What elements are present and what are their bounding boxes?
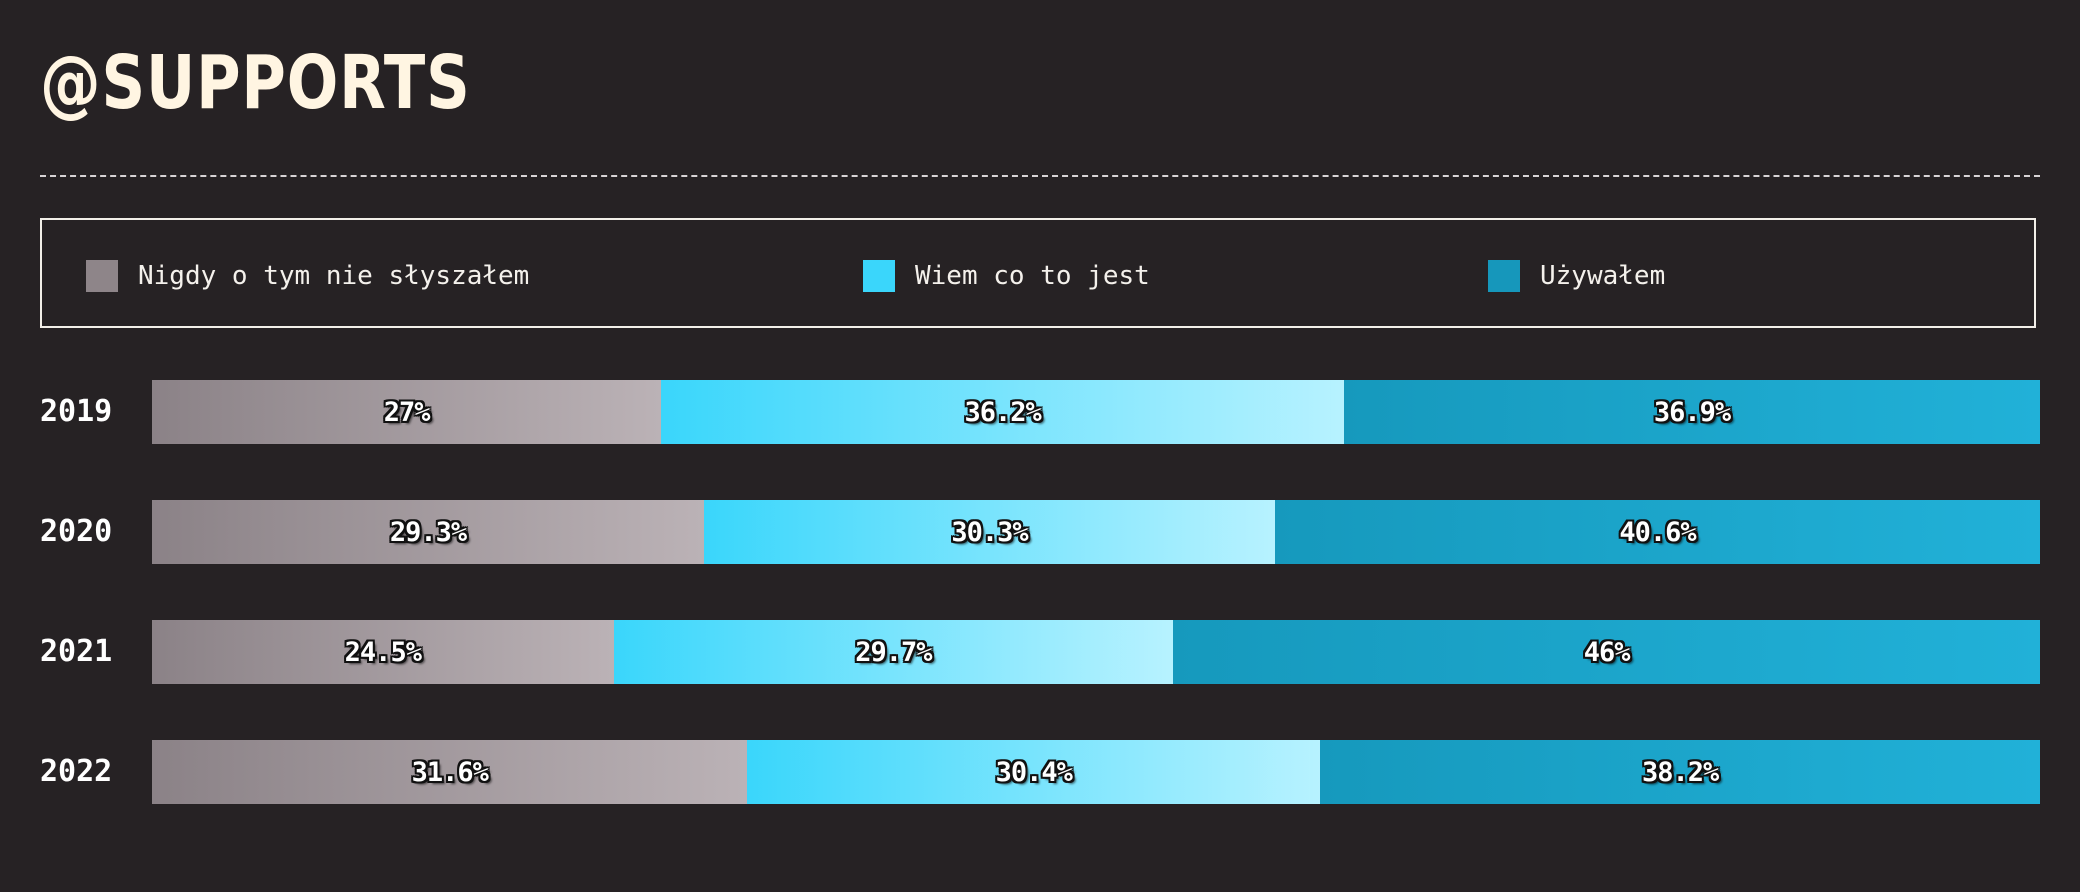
bar-segment-know-2019: 36.2%	[661, 380, 1345, 444]
bar-row-2022: 31.6% 30.4% 38.2%	[152, 740, 2040, 804]
bar-segment-never-2022: 31.6%	[152, 740, 748, 804]
data-label-know-2019: 36.2%	[964, 396, 1041, 428]
bar-row-2021: 24.5% 29.7% 46%	[152, 620, 2040, 684]
bar-segment-never-2020: 29.3%	[152, 500, 705, 564]
row-label-2020: 2020	[40, 514, 113, 549]
data-label-never-2020: 29.3%	[389, 516, 467, 548]
bar-segment-know-2021: 29.7%	[613, 620, 1174, 684]
bar-segment-never-2019: 27%	[152, 380, 662, 444]
data-label-used-2022: 38.2%	[1641, 756, 1719, 788]
data-label-never-2019: 27%	[383, 396, 431, 428]
dashed-divider	[40, 175, 2040, 177]
legend-item-never: Nigdy o tym nie słyszałem	[86, 260, 529, 292]
legend-label-never: Nigdy o tym nie słyszałem	[138, 261, 530, 291]
bar-row-2020: 29.3% 30.3% 40.6%	[152, 500, 2040, 564]
data-label-used-2019: 36.9%	[1653, 396, 1731, 428]
bar-segment-know-2022: 30.4%	[747, 740, 1321, 804]
bar-segment-know-2020: 30.3%	[704, 500, 1275, 564]
row-label-2022: 2022	[40, 754, 113, 789]
legend: Nigdy o tym nie słyszałem Wiem co to jes…	[40, 218, 2036, 328]
bar-segment-used-2021: 46%	[1173, 620, 2040, 684]
bar-segment-used-2020: 40.6%	[1275, 500, 2040, 564]
bar-segment-used-2019: 36.9%	[1344, 380, 2040, 444]
legend-label-used: Używałem	[1540, 261, 1666, 291]
legend-label-know: Wiem co to jest	[915, 261, 1150, 291]
legend-swatch-used	[1488, 260, 1520, 292]
data-label-know-2022: 30.4%	[995, 756, 1073, 788]
row-label-2021: 2021	[40, 634, 113, 669]
chart-title: @SUPPORTS	[40, 40, 471, 126]
data-label-never-2022: 31.6%	[411, 756, 489, 788]
bar-segment-used-2022: 38.2%	[1320, 740, 2040, 804]
legend-swatch-never	[86, 260, 118, 292]
legend-swatch-know	[863, 260, 895, 292]
data-label-used-2020: 40.6%	[1619, 516, 1696, 548]
data-label-know-2020: 30.3%	[951, 516, 1028, 548]
bar-row-2019: 27% 36.2% 36.9%	[152, 380, 2040, 444]
data-label-used-2021: 46%	[1583, 636, 1631, 668]
legend-item-used: Używałem	[1488, 260, 1665, 292]
data-label-never-2021: 24.5%	[344, 636, 422, 668]
data-label-know-2021: 29.7%	[855, 636, 932, 668]
bar-segment-never-2021: 24.5%	[152, 620, 614, 684]
legend-item-know: Wiem co to jest	[863, 260, 1150, 292]
row-label-2019: 2019	[40, 394, 113, 429]
